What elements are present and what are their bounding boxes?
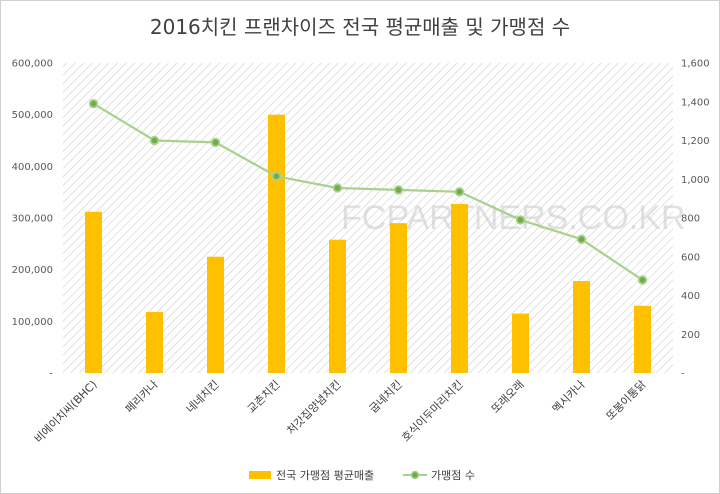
line-series bbox=[88, 98, 648, 285]
bar bbox=[85, 211, 102, 373]
category-label: 굽네치킨 bbox=[367, 378, 405, 416]
bar bbox=[573, 281, 590, 373]
category-label: 또봉이통닭 bbox=[604, 378, 649, 423]
line-point bbox=[149, 135, 160, 146]
legend-line-label: 가맹점 수 bbox=[431, 469, 475, 482]
category-label: 호식이두마리치킨 bbox=[399, 378, 465, 444]
plot-area bbox=[63, 63, 673, 373]
line-point bbox=[393, 185, 404, 195]
right-tick-label: 1,000 bbox=[681, 175, 710, 186]
left-tick-label: 500,000 bbox=[12, 110, 53, 121]
line-point bbox=[271, 171, 282, 182]
bar bbox=[634, 305, 651, 373]
line-point bbox=[454, 187, 465, 197]
chart-title: 2016치킨 프랜차이즈 전국 평균매출 및 가맹점 수 bbox=[149, 15, 571, 39]
category-label: 교촌치킨 bbox=[245, 378, 283, 416]
line-point bbox=[332, 183, 343, 193]
left-tick-label: 600,000 bbox=[12, 59, 53, 70]
bar bbox=[390, 223, 407, 373]
line-point bbox=[210, 137, 221, 148]
right-tick-label: 1,400 bbox=[681, 97, 710, 108]
category-label: 페리카나 bbox=[123, 378, 161, 416]
legend-bar-label: 전국 가맹점 평균매출 bbox=[276, 469, 374, 482]
bar bbox=[451, 204, 468, 373]
category-label: 네네치킨 bbox=[184, 378, 222, 416]
bar bbox=[207, 256, 224, 373]
right-tick-label: 800 bbox=[681, 214, 700, 225]
left-axis: - 100,000 200,000 300,000 400,000 500,000 600,… bbox=[12, 59, 54, 380]
right-tick-label: 400 bbox=[681, 291, 700, 302]
right-tick-label: 1,600 bbox=[681, 59, 710, 70]
left-tick-label: 200,000 bbox=[12, 265, 53, 276]
right-tick-label: 600 bbox=[681, 252, 700, 263]
line-point bbox=[88, 98, 99, 109]
right-tick-label: 1,200 bbox=[681, 136, 710, 147]
legend-line-marker bbox=[410, 470, 420, 480]
category-axis: 비에이치씨(BHC) 페리카나 네네치킨 교촌치킨 처갓집양념치킨 굽네치킨호식이두마리치… bbox=[32, 378, 649, 446]
left-tick-label: - bbox=[49, 369, 53, 380]
category-label: 또래오래 bbox=[489, 378, 527, 416]
bar bbox=[512, 313, 529, 373]
legend: 전국 가맹점 평균매출 가맹점 수 bbox=[249, 469, 475, 482]
bar bbox=[268, 114, 285, 374]
series-line bbox=[92, 102, 644, 281]
legend-bar-swatch bbox=[249, 471, 271, 479]
bar bbox=[329, 239, 346, 373]
left-tick-label: 400,000 bbox=[12, 162, 53, 173]
category-label: 처갓집양념치킨 bbox=[284, 378, 343, 437]
left-tick-label: 100,000 bbox=[12, 317, 53, 328]
right-axis: - 200 400 600 800 1,000 1,200 1,400 1,600 bbox=[681, 59, 710, 380]
line-point bbox=[515, 215, 526, 225]
category-label: 멕시카나 bbox=[550, 378, 588, 416]
line-point bbox=[576, 234, 587, 245]
category-label: 비에이치씨(BHC) bbox=[32, 378, 100, 446]
right-tick-label: 200 bbox=[681, 330, 700, 341]
left-tick-label: 300,000 bbox=[12, 214, 53, 225]
line-point bbox=[637, 275, 648, 285]
bar-series bbox=[85, 114, 651, 374]
bar bbox=[146, 312, 163, 373]
right-tick-label: - bbox=[681, 369, 685, 380]
